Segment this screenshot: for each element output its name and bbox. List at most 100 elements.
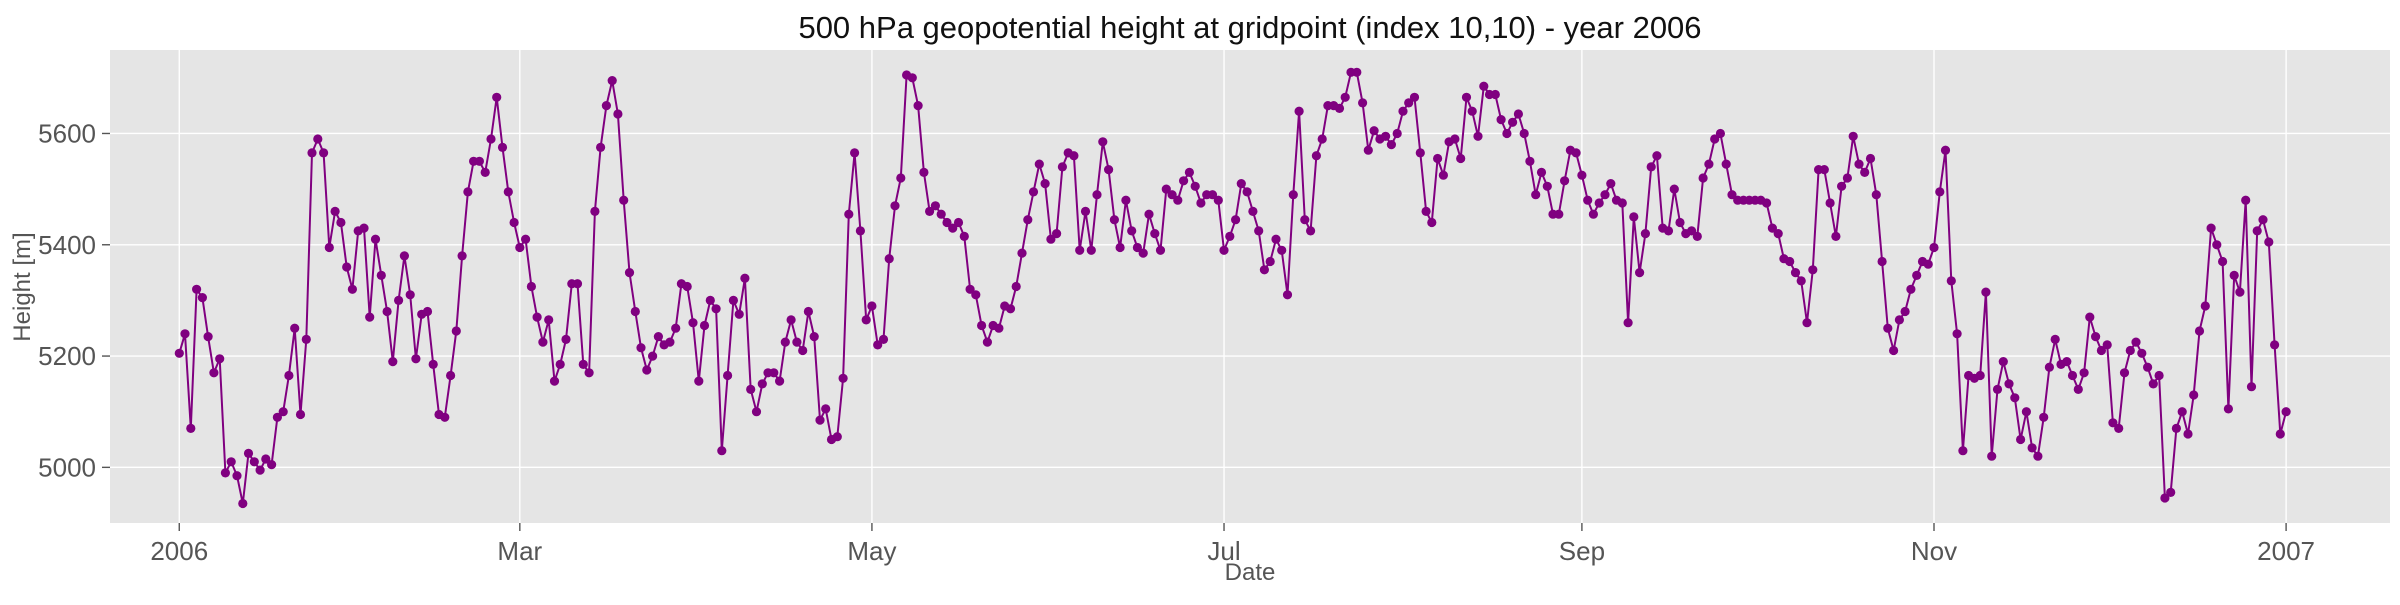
data-point: [359, 223, 369, 233]
data-point: [734, 309, 744, 319]
data-point: [446, 370, 456, 381]
data-point: [290, 323, 300, 333]
data-point: [596, 142, 606, 152]
data-point: [422, 306, 433, 317]
data-point: [2235, 287, 2245, 297]
data-point: [1865, 153, 1876, 164]
data-point: [2010, 393, 2020, 403]
data-point: [1282, 290, 1293, 300]
data-point: [388, 357, 398, 367]
data-point: [601, 101, 612, 111]
data-point: [370, 234, 381, 244]
data-point: [919, 167, 929, 177]
data-point: [1092, 190, 1102, 200]
data-point: [930, 201, 941, 211]
data-point: [2246, 382, 2257, 392]
data-point: [2039, 412, 2049, 422]
data-point: [2044, 362, 2054, 372]
data-point: [1669, 184, 1679, 194]
data-point: [2016, 434, 2026, 445]
data-point: [1248, 206, 1258, 216]
y-axis-label: Height [m]: [9, 232, 36, 341]
data-point: [1098, 137, 1108, 147]
data-point: [1542, 181, 1552, 191]
data-point: [1554, 209, 1564, 219]
data-point: [1900, 306, 1910, 317]
data-point: [1104, 165, 1114, 175]
data-point: [2096, 345, 2106, 356]
data-point: [619, 195, 629, 205]
data-point: [2223, 404, 2233, 414]
data-point: [2194, 326, 2205, 336]
data-point: [821, 404, 831, 414]
data-point: [1086, 245, 1096, 255]
data-point: [907, 73, 917, 83]
data-point: [2229, 270, 2239, 280]
data-point: [855, 226, 866, 236]
data-point: [215, 354, 225, 364]
data-point: [174, 348, 184, 358]
data-point: [2091, 332, 2101, 342]
data-point: [965, 284, 975, 294]
data-point: [1519, 128, 1529, 139]
data-point: [1536, 167, 1547, 177]
data-point: [405, 290, 415, 300]
data-point: [746, 384, 756, 394]
data-point: [2137, 348, 2147, 358]
data-point: [1231, 215, 1241, 225]
data-point: [1698, 173, 1708, 183]
data-point: [1808, 265, 1818, 275]
data-point: [451, 326, 461, 336]
data-point: [1080, 206, 1091, 216]
data-point: [1415, 148, 1425, 158]
data-point: [2189, 390, 2199, 400]
data-point: [1398, 106, 1408, 116]
data-point: [1461, 92, 1472, 102]
data-point: [2241, 195, 2251, 205]
data-point: [1213, 195, 1223, 205]
data-point: [1317, 134, 1327, 144]
data-point: [347, 284, 357, 294]
data-point: [832, 432, 842, 442]
data-point: [1311, 151, 1321, 161]
data-point: [399, 251, 409, 261]
data-point: [1825, 198, 1835, 208]
data-point: [1075, 245, 1085, 255]
data-point: [792, 337, 802, 347]
data-point: [1652, 151, 1662, 161]
data-point: [1381, 131, 1391, 141]
data-point: [1034, 159, 1044, 169]
data-point: [555, 359, 565, 369]
data-point: [711, 304, 721, 314]
data-point: [971, 290, 981, 300]
data-point: [751, 407, 762, 417]
data-point: [1935, 187, 1945, 197]
data-point: [1017, 248, 1027, 258]
data-point: [671, 323, 681, 333]
data-point: [232, 471, 242, 481]
data-point: [838, 373, 848, 383]
data-point: [1663, 226, 1674, 236]
data-point: [959, 231, 969, 241]
y-tick-label: 5400: [38, 230, 96, 260]
data-point: [878, 334, 889, 344]
data-point: [1623, 318, 1633, 328]
data-point: [1594, 198, 1604, 208]
data-point: [238, 498, 248, 509]
data-point: [503, 187, 513, 197]
data-point: [705, 295, 715, 305]
data-point: [688, 318, 698, 328]
data-point: [1242, 187, 1252, 197]
data-point: [896, 173, 906, 183]
data-point: [1715, 128, 1725, 139]
data-point: [1710, 134, 1720, 144]
x-tick-label: Sep: [1559, 536, 1605, 566]
axis-ticks: 5000 5200 5400 5600 2006 Mar May Jul Sep Nov 2007: [38, 118, 2315, 566]
x-tick-label: Nov: [1911, 536, 1957, 566]
data-point: [486, 134, 496, 144]
data-point: [1479, 81, 1489, 91]
data-point: [1992, 384, 2003, 394]
data-point: [561, 334, 571, 344]
data-point: [2102, 340, 2112, 350]
